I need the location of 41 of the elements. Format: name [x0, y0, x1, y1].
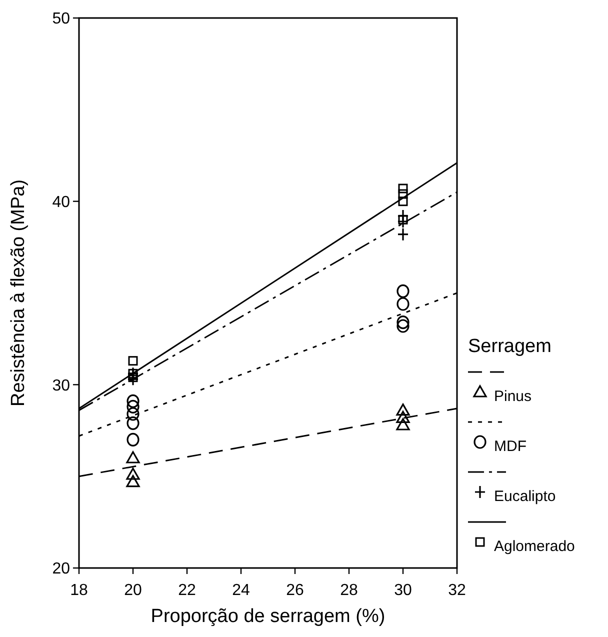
x-tick-label: 32	[448, 582, 466, 599]
legend-label: Eucalipto	[494, 488, 556, 505]
point	[126, 468, 140, 480]
point	[398, 189, 408, 199]
point	[126, 394, 140, 408]
y-axis-title: Resistência à flexão (MPa)	[8, 179, 29, 407]
point	[398, 196, 408, 206]
point	[126, 400, 140, 414]
y-tick-label: 50	[52, 10, 70, 28]
point	[396, 297, 410, 311]
y-tick-label: 40	[52, 194, 70, 211]
x-tick-label: 28	[340, 582, 358, 599]
point	[126, 407, 140, 421]
point	[396, 410, 410, 423]
x-tick-label: 26	[286, 582, 304, 599]
x-tick-label: 22	[178, 582, 196, 599]
legend-label: MDF	[494, 438, 526, 455]
y-tick-label: 20	[52, 560, 70, 578]
point	[398, 228, 408, 240]
x-tick-label: 24	[232, 582, 250, 599]
point	[396, 284, 410, 298]
y-tick-label: 30	[52, 377, 70, 394]
x-tick-label: 18	[70, 582, 88, 599]
point	[126, 475, 140, 488]
point	[398, 184, 408, 194]
point	[396, 404, 410, 416]
point	[128, 372, 138, 382]
point	[128, 356, 138, 366]
legend-label: Aglomerado	[494, 538, 575, 555]
legend-label: Pinus	[494, 388, 532, 405]
legend-title: Serragem	[468, 336, 552, 357]
point	[398, 214, 408, 224]
point	[396, 319, 410, 333]
point	[126, 451, 140, 464]
x-tick-label: 20	[124, 582, 142, 599]
point	[396, 316, 410, 330]
x-axis-title: Proporção de serragem (%)	[150, 606, 386, 627]
point	[396, 418, 410, 430]
point	[126, 416, 140, 430]
x-tick-label: 30	[394, 582, 412, 599]
point	[126, 432, 140, 446]
